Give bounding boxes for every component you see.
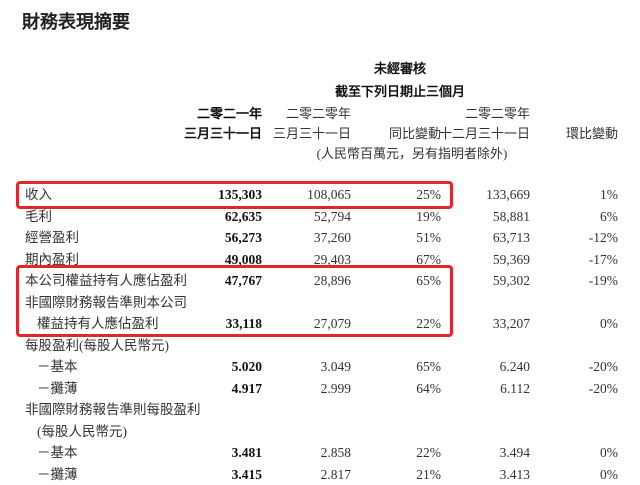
col1-line2: 三月三十一日	[184, 123, 262, 142]
row-label: 經營盈利	[25, 227, 79, 249]
cell-col2: 2.999	[321, 378, 351, 400]
cell-col4: 59,302	[493, 270, 530, 292]
cell-col1: 3.415	[232, 464, 262, 485]
cell-col1: 3.481	[232, 442, 262, 464]
table-row: 經營盈利 56,273 37,260 51% 63,713 -12%	[0, 227, 640, 249]
cell-col5: 1%	[600, 184, 618, 206]
col3-line2: 同比變動	[389, 123, 441, 142]
cell-col3: 65%	[416, 356, 441, 378]
cell-col5: -12%	[589, 227, 618, 249]
table-row: 每股盈利(每股人民幣元)	[0, 335, 640, 357]
col2-line1: 二零二零年	[286, 103, 351, 122]
audit-header: 未經審核	[374, 58, 426, 77]
cell-col1: 5.020	[232, 356, 262, 378]
row-label: 非國際財務報告準則每股盈利	[25, 399, 201, 421]
row-label: －基本	[37, 356, 78, 378]
page-title: 財務表現摘要	[22, 8, 130, 34]
col5-line2: 環比變動	[566, 123, 618, 142]
cell-col5: -20%	[589, 378, 618, 400]
col4-line2: 十二月三十一日	[439, 123, 530, 142]
cell-col4: 63,713	[493, 227, 530, 249]
cell-col4: 58,881	[493, 206, 530, 228]
cell-col3: 64%	[416, 378, 441, 400]
cell-col4: 6.112	[500, 378, 530, 400]
cell-col5: 0%	[600, 313, 618, 335]
cell-col5: -20%	[589, 356, 618, 378]
cell-col4: 33,207	[493, 313, 530, 335]
row-label: 每股盈利(每股人民幣元)	[25, 335, 169, 357]
row-label: －攤薄	[37, 378, 78, 400]
table-row: －攤薄 4.917 2.999 64% 6.112 -20%	[0, 378, 640, 400]
cell-col5: 0%	[600, 464, 618, 485]
table-row: －基本 3.481 2.858 22% 3.494 0%	[0, 442, 640, 464]
cell-col2: 3.049	[321, 356, 351, 378]
period-header: 截至下列日期止三個月	[335, 81, 465, 100]
cell-col1: 4.917	[232, 378, 262, 400]
cell-col4: 3.413	[500, 464, 530, 485]
cell-col2: 2.858	[321, 442, 351, 464]
cell-col4: 6.240	[500, 356, 530, 378]
cell-col4: 59,369	[493, 249, 530, 271]
row-label: －基本	[37, 442, 78, 464]
table-row: (每股人民幣元)	[0, 421, 640, 443]
cell-col1: 56,273	[225, 227, 262, 249]
cell-col5: -17%	[589, 249, 618, 271]
highlight-box-revenue	[16, 181, 453, 209]
col4-line1: 二零二零年	[465, 103, 530, 122]
cell-col2: 2.817	[321, 464, 351, 485]
cell-col3: 51%	[416, 227, 441, 249]
cell-col3: 22%	[416, 442, 441, 464]
cell-col4: 133,669	[486, 184, 530, 206]
cell-col4: 3.494	[500, 442, 530, 464]
col1-line1: 二零二一年	[197, 103, 262, 122]
cell-col5: -19%	[589, 270, 618, 292]
unit-note: (人民幣百萬元，另有指明者除外)	[317, 143, 508, 162]
table-row: 非國際財務報告準則每股盈利	[0, 399, 640, 421]
row-label: －攤薄	[37, 464, 78, 485]
table-row: －基本 5.020 3.049 65% 6.240 -20%	[0, 356, 640, 378]
cell-col5: 6%	[600, 206, 618, 228]
cell-col5: 0%	[600, 442, 618, 464]
table-row: －攤薄 3.415 2.817 21% 3.413 0%	[0, 464, 640, 485]
highlight-box-profit	[16, 265, 453, 337]
cell-col3: 21%	[416, 464, 441, 485]
cell-col2: 37,260	[314, 227, 351, 249]
row-label: (每股人民幣元)	[37, 421, 127, 443]
col2-line2: 三月三十一日	[273, 123, 351, 142]
